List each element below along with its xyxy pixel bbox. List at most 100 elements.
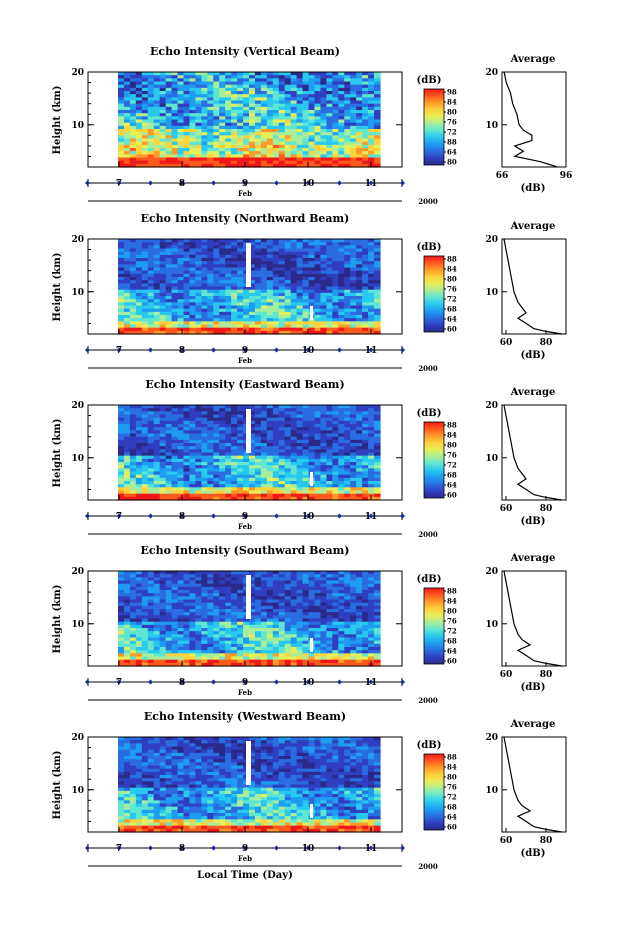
heatmap-cell [302, 116, 310, 121]
heatmap-cell [207, 84, 214, 89]
heatmap-cell [320, 468, 327, 473]
heatmap-cell [219, 637, 226, 642]
heatmap-cell [302, 106, 310, 111]
heatmap-cell [243, 628, 250, 632]
heatmap-cell [296, 119, 304, 124]
heatmap-cell [278, 138, 286, 143]
heatmap-cell [338, 321, 345, 326]
heatmap-cell [278, 302, 286, 307]
heatmap-cell [195, 417, 202, 422]
heatmap-cell [237, 477, 244, 482]
heatmap-cell [338, 311, 345, 316]
heatmap-cell [308, 299, 316, 303]
heatmap-cell [141, 321, 149, 326]
heatmap-cell [320, 160, 327, 165]
heatmap-cell [177, 609, 185, 613]
heatmap-cell [362, 286, 369, 291]
heatmap-cell [266, 420, 274, 425]
heatmap-cell [260, 420, 268, 425]
heatmap-cell [368, 122, 375, 127]
heatmap-cell [266, 452, 274, 457]
heatmap-cell [129, 327, 137, 332]
heatmap-cell [368, 411, 375, 416]
heatmap-cell [219, 455, 226, 460]
heatmap-cell [189, 474, 196, 479]
heatmap-cell [350, 487, 357, 492]
heatmap-cell [201, 602, 208, 607]
heatmap-cell [153, 609, 161, 613]
heatmap-cell [368, 283, 375, 288]
heatmap-cell [177, 125, 185, 130]
heatmap-cell [123, 324, 131, 329]
heatmap-cell [225, 586, 232, 591]
heatmap-cell [308, 405, 316, 409]
heatmap-cell [314, 471, 322, 476]
heatmap-cell [362, 465, 369, 469]
heatmap-cell [296, 286, 304, 291]
heatmap-cell [195, 477, 202, 482]
heatmap-cell [147, 91, 155, 95]
heatmap-cell [314, 311, 322, 316]
heatmap-cell [207, 267, 214, 272]
heatmap-cell [201, 653, 208, 658]
heatmap-cell [195, 662, 202, 667]
heatmap-cell [368, 138, 375, 143]
heatmap-cell [260, 277, 268, 281]
heatmap-cell [171, 273, 179, 278]
heatmap-cell [123, 408, 131, 412]
heatmap-cell [308, 321, 316, 326]
heatmap-cell [129, 462, 137, 466]
heatmap-cell [165, 97, 173, 102]
heatmap-cell [159, 477, 167, 482]
heatmap-cell [290, 264, 298, 269]
heatmap-cell [153, 302, 161, 307]
heatmap-cell [213, 596, 220, 601]
heatmap-cell [123, 414, 131, 419]
heatmap-cell [278, 125, 286, 130]
heatmap-cell [159, 78, 167, 83]
heatmap-cell [308, 443, 316, 447]
heatmap-cell [171, 242, 179, 246]
heatmap-cell [326, 100, 333, 105]
heatmap-cell [272, 110, 280, 114]
heatmap-cell [302, 455, 310, 460]
heatmap-cell [153, 135, 161, 140]
heatmap-cell [356, 270, 363, 275]
heatmap-cell [356, 452, 363, 457]
heatmap-cell [344, 277, 351, 281]
heatmap-cell [308, 424, 316, 428]
timeline-marker [368, 513, 374, 519]
heatmap-cell [118, 446, 125, 450]
heatmap-cell [254, 583, 262, 588]
heatmap-cell [272, 420, 280, 425]
heatmap-cell [147, 286, 155, 291]
heatmap-cell [189, 315, 196, 319]
heatmap-cell [254, 427, 262, 431]
heatmap-cell [165, 94, 173, 98]
heatmap-cell [368, 72, 375, 76]
heatmap-cell [129, 330, 137, 335]
heatmap-cell [183, 289, 191, 294]
heatmap-cell [183, 144, 191, 149]
heatmap-cell [368, 87, 375, 92]
heatmap-cell [207, 258, 214, 262]
heatmap-cell [147, 631, 155, 635]
heatmap-cell [254, 484, 262, 488]
timeline-marker [368, 180, 374, 186]
heatmap-cell [219, 330, 226, 335]
heatmap-cell [225, 640, 232, 645]
heatmap-cell [165, 91, 173, 95]
heatmap-cell [159, 490, 167, 495]
heatmap-cell [338, 97, 345, 102]
heatmap-cell [290, 154, 298, 159]
heatmap-cell [207, 75, 214, 79]
heatmap-cell [135, 110, 143, 114]
heatmap-cell [296, 430, 304, 435]
heatmap-cell [129, 417, 137, 422]
heatmap-cell [296, 449, 304, 454]
heatmap-cell [231, 580, 238, 585]
heatmap-cell [195, 292, 202, 297]
heatmap-cell [296, 411, 304, 416]
heatmap-cell [237, 94, 244, 98]
y-tick-label: 20 [71, 68, 84, 78]
